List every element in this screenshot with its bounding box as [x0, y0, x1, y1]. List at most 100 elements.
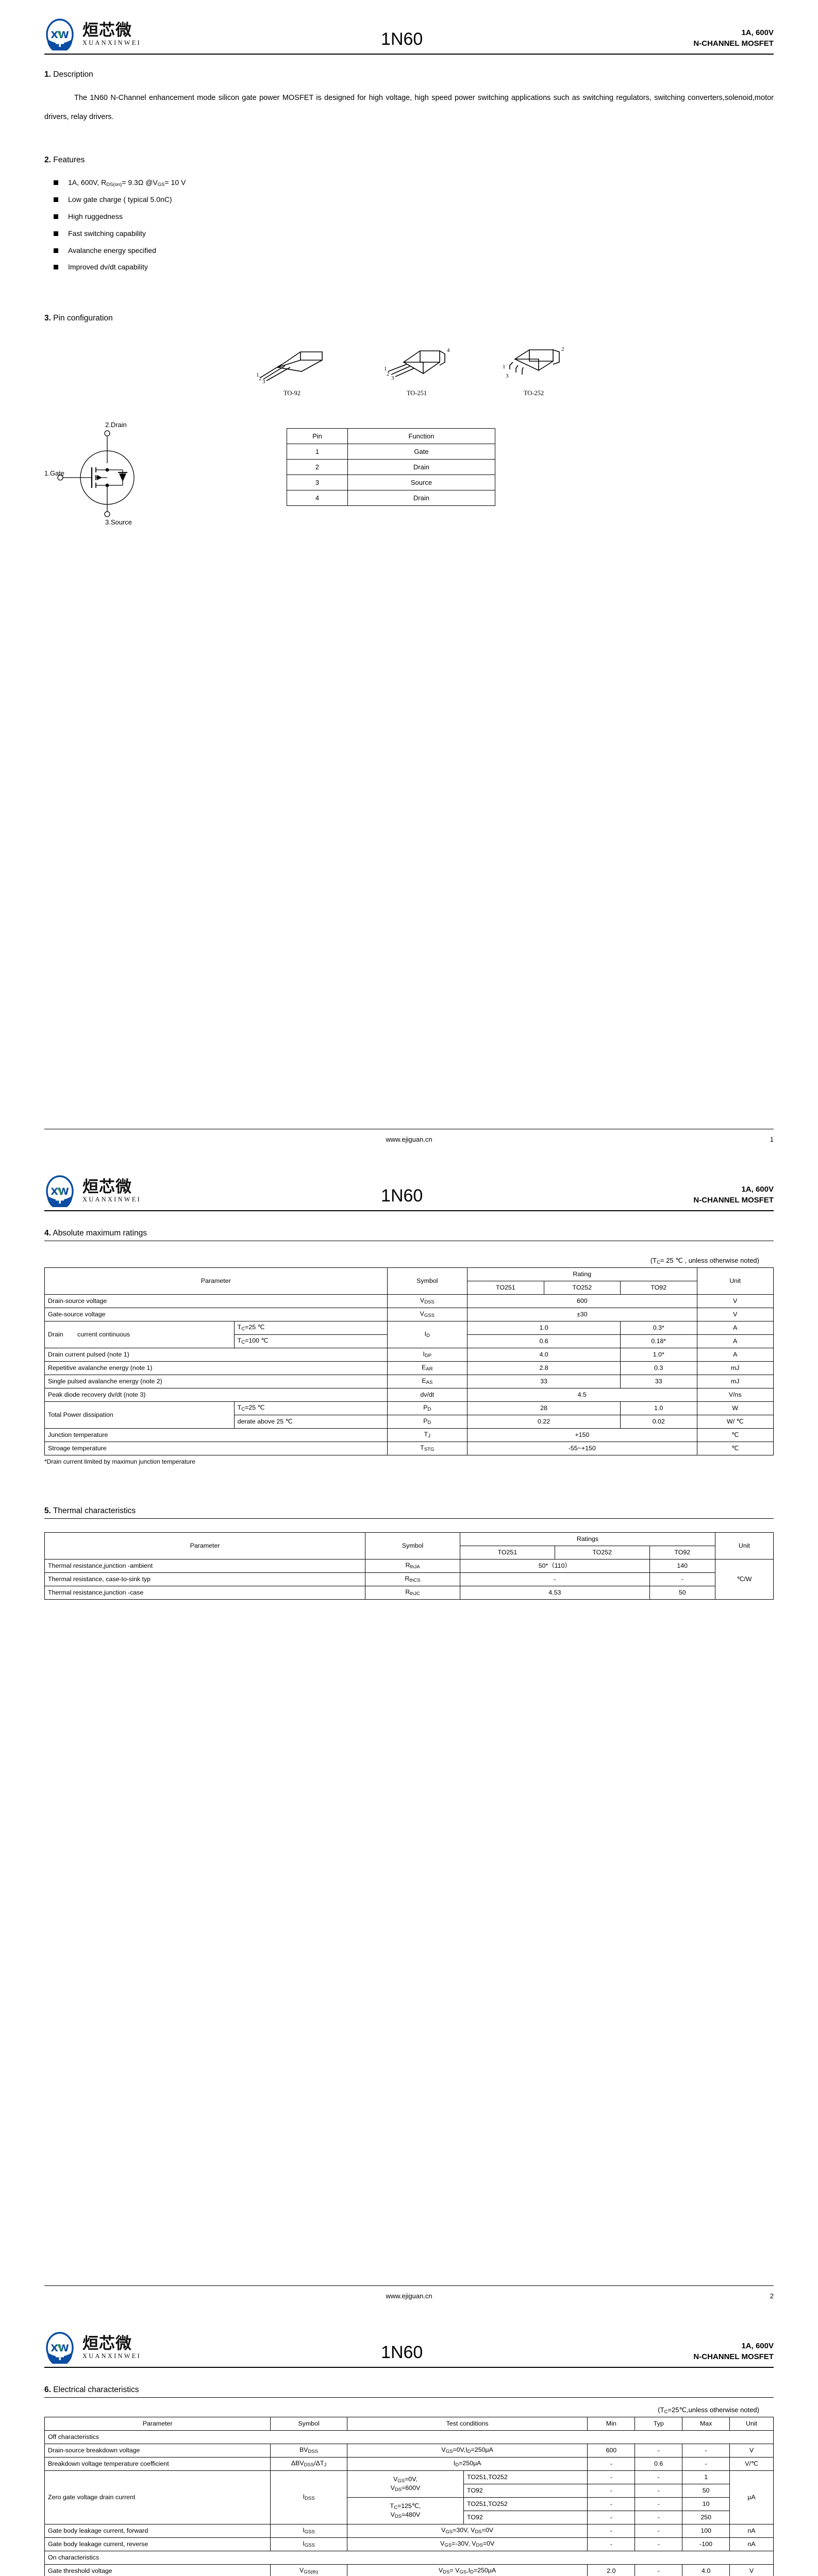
param-condition: derate above 25 ℃: [233, 1415, 388, 1429]
table-header-row: Parameter Symbol Ratings Unit: [44, 1532, 774, 1560]
table-row: Repetitive avalanche energy (note 1) EAR…: [44, 1361, 774, 1375]
bullet-icon: [54, 214, 58, 219]
param-name: Gate threshold voltage: [44, 2564, 271, 2576]
table-row: 4 Drain: [287, 490, 496, 506]
page-header: XW 烜芯微 XUANXINWEI 1N60 1A, 600V N-CHANNE…: [44, 2332, 774, 2366]
column-header-function: Function: [347, 428, 496, 445]
section-rule: [44, 1518, 774, 1519]
param-unit: nA: [729, 2537, 774, 2551]
to251-outline-icon: 1 2 3 4: [384, 347, 450, 381]
page-number: 1: [770, 1136, 774, 1143]
column-header-pin: Pin: [287, 428, 348, 445]
param-unit: V: [729, 2564, 774, 2576]
pin-number: 2: [287, 459, 348, 476]
section-number: 2.: [44, 155, 51, 164]
table-group-row: On characteristics: [44, 2551, 774, 2565]
param-rating: -55~+150: [467, 1442, 697, 1455]
param-name: Drain current continuous: [44, 1321, 235, 1348]
brand-english-name: XUANXINWEI: [82, 1196, 141, 1204]
table-row: Gate-source voltage VGSS ±30 V: [44, 1308, 774, 1321]
column-header-unit: Unit: [729, 2417, 774, 2431]
param-max: 10: [682, 2497, 730, 2511]
param-condition: TC=25 ℃: [233, 1321, 388, 1335]
column-header-symbol: Symbol: [365, 1532, 460, 1560]
param-typ: -: [635, 2444, 683, 2458]
param-unit: V: [729, 2444, 774, 2458]
part-spec: 1A, 600V N-CHANNEL MOSFET: [693, 2341, 774, 2364]
table-row: Single pulsed avalanche energy (note 2) …: [44, 1375, 774, 1388]
table-row: Stroage temperature TSTG -55~+150 ℃: [44, 1442, 774, 1455]
xuanxinwei-logo-icon: XW: [44, 19, 75, 53]
param-package: TO251,TO252: [463, 2470, 588, 2484]
table-header-subrow: TO251 TO252 TO92: [45, 1546, 774, 1560]
list-item: Fast switching capability: [44, 225, 774, 242]
page-footer: www.ejiguan.cn 2: [44, 2285, 774, 2300]
param-rating-to92: 50: [649, 1586, 715, 1600]
param-name: Stroage temperature: [44, 1442, 388, 1455]
part-number-title: 1N60: [381, 2343, 423, 2362]
bullet-icon: [54, 248, 58, 253]
param-typ: -: [635, 2524, 683, 2538]
param-package: TO92: [463, 2511, 588, 2524]
table-header-subrow: TO251 TO252 TO92: [45, 1281, 774, 1295]
section-rule: [44, 2397, 774, 2398]
table-row: TO92 - - 250: [45, 2511, 774, 2524]
description-text: The 1N60 N-Channel enhancement mode sili…: [44, 94, 774, 121]
package-to251: 1 2 3 4 TO-251: [376, 345, 458, 397]
param-min: -: [587, 2524, 636, 2538]
column-header-to251: TO251: [459, 1546, 555, 1560]
pin-function: Drain: [347, 490, 496, 506]
param-rating-to92: 0.3: [620, 1361, 697, 1375]
table-row: 3 Source: [287, 474, 496, 491]
section-title: Electrical characteristics: [53, 2385, 139, 2394]
param-rating-to92: 33: [620, 1375, 697, 1388]
param-symbol: VGS(th): [270, 2564, 347, 2576]
section-title: Absolute maximum ratings: [53, 1229, 147, 1238]
symbol-and-pin-table: 2.Drain 1.Gate: [44, 416, 774, 527]
param-typ: -: [635, 2484, 683, 2498]
pin-table-wrapper: Pin Function 1 Gate 2 Drain 3 Source 4 D…: [287, 428, 496, 506]
brand-english-name: XUANXINWEI: [82, 39, 141, 47]
column-header-symbol: Symbol: [270, 2417, 347, 2431]
pin-number: 4: [287, 490, 348, 506]
section-number: 4.: [44, 1229, 51, 1238]
feature-label: Avalanche energy specified: [68, 246, 156, 255]
param-min: -: [587, 2470, 636, 2484]
param-rating-to92: 1.0*: [620, 1348, 697, 1362]
section-number: 5.: [44, 1506, 51, 1515]
column-header-to92: TO92: [649, 1546, 715, 1560]
part-spec: 1A, 600V N-CHANNEL MOSFET: [693, 27, 774, 51]
package-label: TO-92: [283, 389, 301, 397]
param-symbol: dv/dt: [387, 1388, 468, 1402]
table-row: Drain current continuous TC=25 ℃ ID 1.0 …: [44, 1321, 774, 1348]
pin-number: 3: [287, 474, 348, 491]
svg-text:4: 4: [447, 347, 450, 353]
section-title: Description: [53, 70, 93, 79]
param-name: Peak diode recovery dv/dt (note 3): [44, 1388, 388, 1402]
param-typ: -: [635, 2511, 683, 2524]
table-header-row: Parameter Symbol Test conditions Min Typ…: [44, 2417, 774, 2431]
param-min: 2.0: [587, 2564, 636, 2576]
table-row: Breakdown voltage temperature coefficien…: [44, 2457, 774, 2471]
column-header-to252: TO252: [543, 1281, 621, 1295]
param-min: 600: [587, 2444, 636, 2458]
param-symbol: ID: [387, 1321, 468, 1348]
column-header-min: Min: [587, 2417, 636, 2431]
param-max: -: [682, 2457, 730, 2471]
param-rating-to92: 0.18*: [620, 1334, 697, 1348]
param-unit: A: [696, 1321, 774, 1335]
column-header-to92: TO92: [620, 1281, 697, 1295]
param-min: -: [587, 2457, 636, 2471]
spec-type: N-CHANNEL MOSFET: [693, 1196, 774, 1205]
section-electrical-characteristics: 6. Electrical characteristics: [44, 2385, 774, 2398]
footer-website[interactable]: www.ejiguan.cn: [386, 2292, 432, 2300]
page-2: XW 烜芯微 XUANXINWEI 1N60 1A, 600V N-CHANNE…: [0, 1157, 818, 2313]
param-condition: TC=100 ℃: [233, 1334, 388, 1348]
param-min: -: [587, 2537, 636, 2551]
param-symbol: IDSS: [270, 2470, 347, 2524]
param-max: 50: [682, 2484, 730, 2498]
footer-website[interactable]: www.ejiguan.cn: [386, 1136, 432, 1143]
features-list: 1A, 600V, RDS(on)= 9.3Ω @VGS= 10 V Low g…: [44, 174, 774, 276]
table-row: Drain-source breakdown voltage BVDSS VGS…: [44, 2444, 774, 2458]
absolute-maximum-ratings-table: Parameter Symbol Rating Unit TO251 TO252…: [44, 1267, 774, 1455]
